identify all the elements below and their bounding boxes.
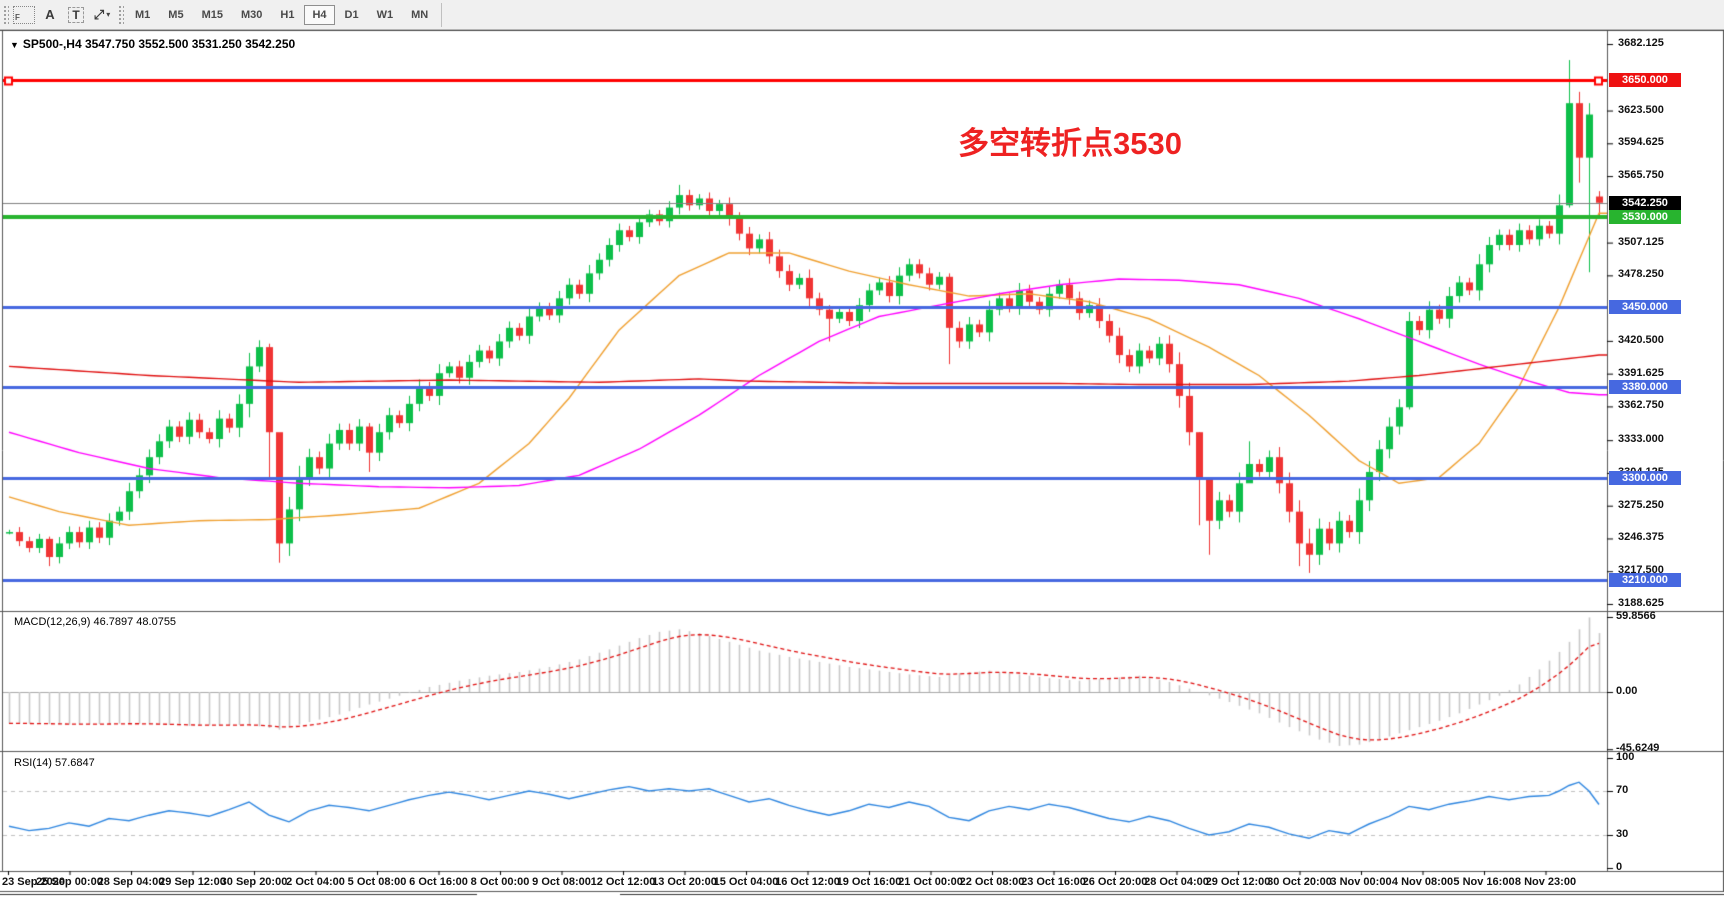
price-tick-3565.750: 3565.750 <box>1618 169 1664 182</box>
price-tick-3362.750: 3362.750 <box>1618 399 1664 412</box>
toolbar-drag-handle[interactable] <box>2 3 9 26</box>
timeframe-button-H1[interactable]: H1 <box>280 8 295 21</box>
date-label: 4 Nov 08:00 <box>1391 876 1454 888</box>
price-tick-3682.125: 3682.125 <box>1618 37 1664 50</box>
price-badge-3380.000: 3380.000 <box>1609 379 1681 394</box>
timeframe-button-M1[interactable]: M1 <box>135 8 151 21</box>
date-label: 8 Nov 23:00 <box>1514 876 1577 888</box>
date-label: 23 Oct 16:00 <box>1021 876 1086 888</box>
arrow-objects-glyph: ⤢ <box>93 6 105 22</box>
chart-canvas[interactable] <box>0 30 1724 900</box>
price-tick-3420.500: 3420.500 <box>1618 333 1664 346</box>
timeframe-button-M5[interactable]: M5 <box>168 8 184 21</box>
price-tick-3478.250: 3478.250 <box>1618 268 1664 281</box>
macd-label: MACD(12,26,9) 46.7897 48.0755 <box>14 616 177 628</box>
date-label: 28 Sep 04:00 <box>97 876 165 888</box>
expert-grid-glyph: F <box>13 5 35 24</box>
macd-tick-59.8566: 59.8566 <box>1616 609 1656 622</box>
date-label: 28 Oct 04:00 <box>1144 876 1209 888</box>
rsi-tick-30: 30 <box>1616 828 1629 840</box>
date-label: 6 Oct 16:00 <box>409 876 468 888</box>
toolbar-separator <box>441 2 443 27</box>
rsi-label: RSI(14) 57.6847 <box>14 757 95 769</box>
date-label: 13 Oct 20:00 <box>652 876 717 888</box>
date-label: 12 Oct 12:00 <box>590 876 656 888</box>
timeframe-button-D1[interactable]: D1 <box>344 8 359 21</box>
timeframe-bar: M1 M5 M15 M30 H1 H4 D1 W1 MN <box>126 4 437 25</box>
price-badge-3210.000: 3210.000 <box>1609 572 1681 587</box>
date-label: 5 Oct 08:00 <box>347 876 407 888</box>
price-badge-3300.000: 3300.000 <box>1609 470 1681 485</box>
chevron-down-icon[interactable]: ▾ <box>106 10 111 19</box>
date-label: 29 Oct 12:00 <box>1205 876 1271 888</box>
rsi-tick-100: 100 <box>1616 751 1635 763</box>
date-label: 15 Oct 04:00 <box>713 876 779 888</box>
price-tick-3594.625: 3594.625 <box>1618 136 1664 149</box>
rsi-tick-0: 0 <box>1616 861 1623 873</box>
macd-tick-0.00: 0.00 <box>1616 685 1638 697</box>
date-label: 25 Sep 00:00 <box>36 876 103 888</box>
date-label: 30 Sep 20:00 <box>220 876 288 888</box>
price-badge-3450.000: 3450.000 <box>1609 300 1681 315</box>
timeframe-button-MN[interactable]: MN <box>411 8 429 21</box>
date-label: 29 Sep 12:00 <box>159 876 226 888</box>
date-label: 5 Nov 16:00 <box>1453 876 1515 888</box>
date-label: 21 Oct 00:00 <box>898 876 963 888</box>
text-box-icon[interactable]: T <box>64 3 88 27</box>
timeframe-button-M30[interactable]: M30 <box>240 8 263 21</box>
price-tick-3623.500: 3623.500 <box>1618 103 1664 116</box>
date-label: 8 Oct 00:00 <box>470 876 530 888</box>
chart-symbol-header[interactable]: ▼ SP500-,H4 3547.750 3552.500 3531.250 35… <box>10 37 295 51</box>
timeframe-button-M15[interactable]: M15 <box>201 8 223 21</box>
date-label: 2 Oct 04:00 <box>286 876 345 888</box>
toolbar-grip[interactable] <box>117 3 124 26</box>
top-toolbar: F A T ⤢ ▾ M1 M5 M15 M30 H1 H4 D1 W1 MN <box>0 0 1724 30</box>
chart-window: 3682.125 3623.500 3594.625 3565.750 3507.125… <box>0 30 1724 900</box>
rsi-tick-70: 70 <box>1616 784 1629 796</box>
timeframe-button-H4[interactable]: H4 <box>304 4 335 25</box>
price-badge-3530.000: 3530.000 <box>1609 209 1681 224</box>
date-label: 9 Oct 08:00 <box>532 876 591 888</box>
date-label: 26 Oct 20:00 <box>1082 876 1148 888</box>
date-label: 30 Oct 20:00 <box>1267 876 1332 888</box>
timeframe-button-W1[interactable]: W1 <box>376 8 394 21</box>
price-tick-3275.250: 3275.250 <box>1618 498 1664 511</box>
price-tick-3246.375: 3246.375 <box>1618 531 1664 544</box>
date-label: 23 Sep 2020 <box>2 876 65 888</box>
date-label: 16 Oct 12:00 <box>775 876 840 888</box>
symbol-ohlc-title: SP500-,H4 3547.750 3552.500 3531.250 354… <box>22 37 296 51</box>
price-tick-3391.625: 3391.625 <box>1618 366 1664 379</box>
macd-tick--45.6249: -45.6249 <box>1616 742 1660 755</box>
text-annotation-glyph: A <box>45 7 55 22</box>
arrow-objects-icon[interactable]: ⤢ ▾ <box>90 3 114 27</box>
price-tick-3188.625: 3188.625 <box>1618 596 1664 609</box>
expert-grid-icon[interactable]: F <box>12 3 36 27</box>
date-label: 3 Nov 00:00 <box>1330 876 1392 888</box>
chart-text-annotation[interactable]: 多空转折点3530 <box>958 126 1182 161</box>
text-box-glyph: T <box>68 6 84 23</box>
price-tick-3507.125: 3507.125 <box>1618 235 1664 248</box>
chevron-down-icon[interactable]: ▼ <box>10 40 19 50</box>
price-badge-3542.250: 3542.250 <box>1609 195 1681 210</box>
price-tick-3333.000: 3333.000 <box>1618 433 1664 446</box>
date-label: 22 Oct 08:00 <box>959 876 1025 888</box>
date-label: 19 Oct 16:00 <box>836 876 902 888</box>
price-badge-3650.000: 3650.000 <box>1609 73 1681 88</box>
text-annotation-icon[interactable]: A <box>38 3 62 27</box>
